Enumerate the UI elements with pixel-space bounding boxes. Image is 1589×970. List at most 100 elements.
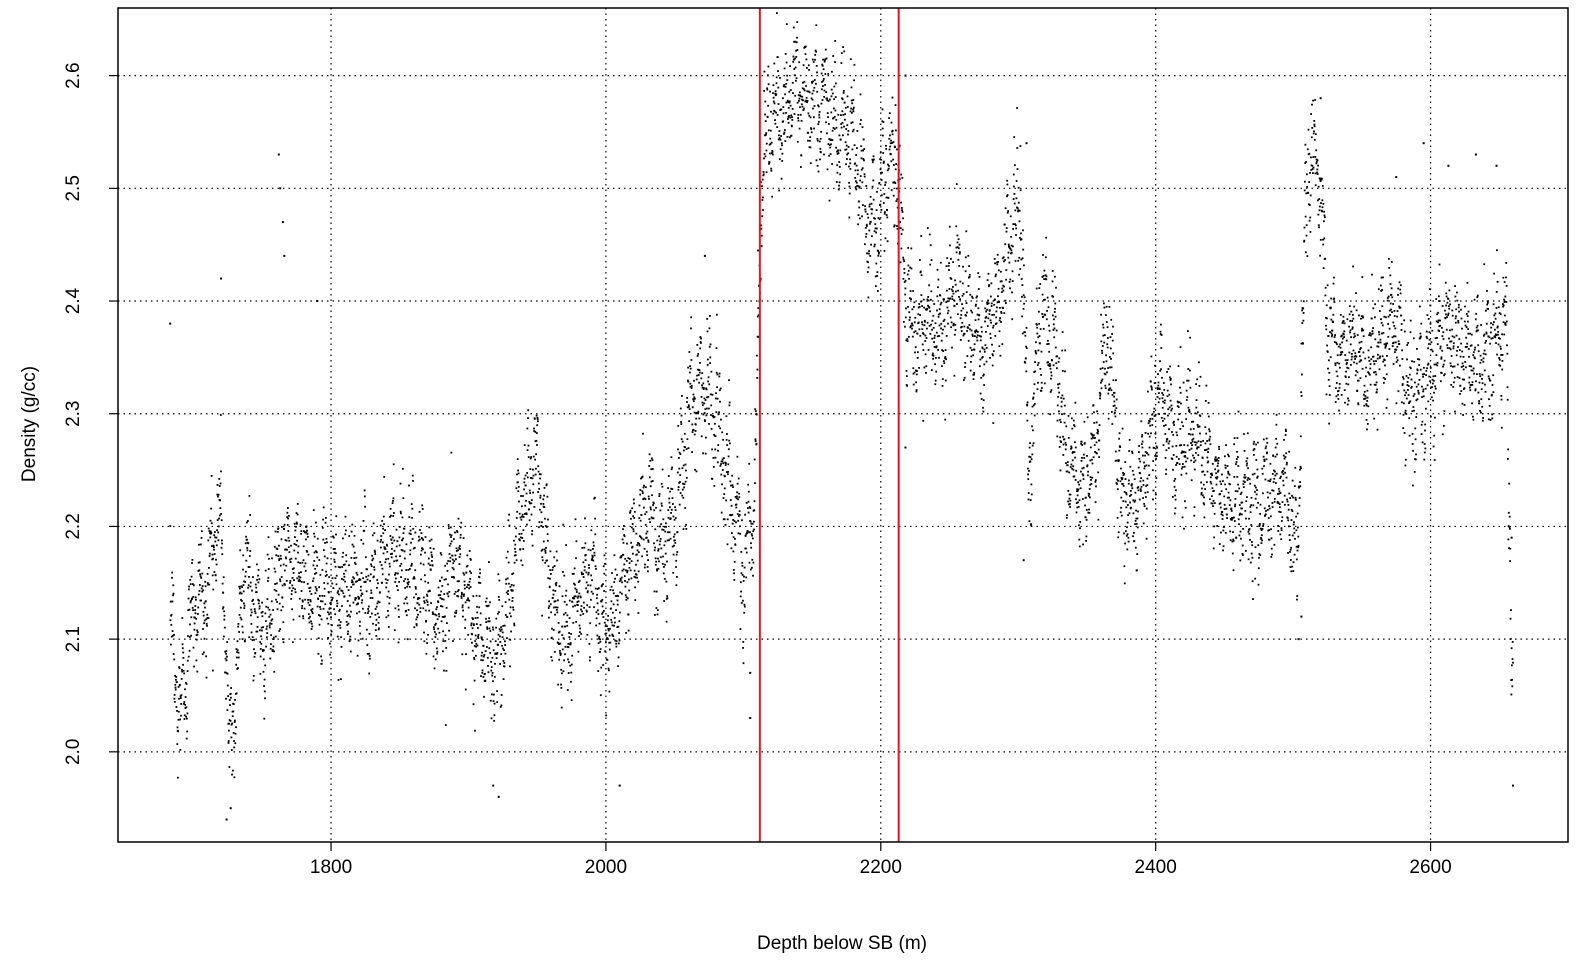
data-point xyxy=(975,296,978,299)
data-point xyxy=(298,578,301,581)
data-point xyxy=(1248,532,1251,535)
data-point xyxy=(1215,483,1218,486)
data-point xyxy=(399,555,401,558)
data-point xyxy=(475,642,478,645)
data-point xyxy=(172,594,174,597)
data-point xyxy=(333,608,335,611)
data-point xyxy=(472,618,474,620)
data-point xyxy=(1234,498,1237,500)
data-point xyxy=(1146,491,1149,494)
data-point xyxy=(871,235,873,238)
data-point xyxy=(1056,355,1058,358)
data-point xyxy=(787,107,790,109)
data-point xyxy=(1039,368,1042,370)
data-point xyxy=(1242,486,1245,488)
data-point xyxy=(838,161,841,163)
data-point xyxy=(1165,473,1167,475)
data-point xyxy=(779,77,781,79)
data-point xyxy=(1034,361,1036,363)
data-point xyxy=(1244,550,1247,552)
data-point xyxy=(735,503,738,506)
data-point xyxy=(695,470,698,473)
data-point xyxy=(228,729,230,732)
data-point xyxy=(455,609,458,612)
data-point xyxy=(682,528,685,530)
data-point xyxy=(446,592,449,595)
data-point xyxy=(617,665,619,667)
data-point xyxy=(380,539,382,541)
data-point xyxy=(1264,447,1267,450)
data-point xyxy=(979,350,981,353)
data-point xyxy=(1030,458,1033,461)
data-point xyxy=(919,334,922,337)
data-point xyxy=(232,769,234,772)
data-point xyxy=(453,615,456,618)
data-point xyxy=(592,559,595,562)
data-point xyxy=(601,599,604,601)
data-point xyxy=(377,600,380,603)
data-point xyxy=(172,634,174,637)
data-point xyxy=(974,331,977,334)
data-point xyxy=(1053,336,1056,339)
data-point xyxy=(177,686,180,688)
data-point xyxy=(1099,367,1102,370)
data-point xyxy=(670,468,673,471)
data-point xyxy=(550,636,553,639)
data-point xyxy=(1141,446,1144,449)
data-point xyxy=(351,579,353,582)
data-point xyxy=(699,336,702,338)
data-point xyxy=(354,580,357,583)
data-point xyxy=(1050,377,1052,380)
data-point xyxy=(1158,388,1161,390)
data-point xyxy=(706,330,709,333)
data-point xyxy=(618,632,620,634)
data-point xyxy=(1081,444,1084,446)
data-point xyxy=(651,480,654,482)
data-point xyxy=(685,528,688,530)
data-point xyxy=(888,148,891,151)
data-point xyxy=(1077,481,1080,484)
data-point xyxy=(593,551,596,554)
data-point xyxy=(982,406,984,409)
data-point xyxy=(1262,525,1265,527)
data-point xyxy=(1111,423,1114,425)
data-point xyxy=(880,194,883,197)
data-point xyxy=(343,563,346,566)
data-point xyxy=(933,337,936,339)
data-point xyxy=(1169,365,1171,368)
data-point xyxy=(556,611,559,614)
data-point xyxy=(930,323,932,326)
data-point xyxy=(865,223,868,226)
data-point xyxy=(1013,193,1016,195)
data-point xyxy=(650,468,653,471)
data-point xyxy=(779,148,782,150)
data-point xyxy=(716,397,719,400)
data-point xyxy=(432,613,435,615)
data-point xyxy=(1217,469,1220,472)
data-point xyxy=(1102,361,1105,363)
data-point xyxy=(1156,446,1159,449)
data-point xyxy=(1046,310,1048,312)
data-point xyxy=(250,614,252,617)
data-point xyxy=(581,610,583,613)
data-point xyxy=(402,467,404,470)
data-point xyxy=(1017,209,1020,212)
data-point xyxy=(1183,527,1185,530)
data-point xyxy=(509,585,512,588)
data-point xyxy=(1255,493,1258,496)
data-point xyxy=(780,108,783,111)
data-point xyxy=(1264,478,1267,481)
data-point xyxy=(674,509,677,511)
data-point xyxy=(273,670,276,673)
data-point xyxy=(614,577,616,580)
data-point xyxy=(319,608,322,611)
data-point xyxy=(544,517,546,520)
data-point xyxy=(418,538,421,541)
data-point xyxy=(275,598,277,601)
data-point xyxy=(577,604,579,606)
data-point xyxy=(848,165,850,168)
data-point xyxy=(404,598,407,600)
data-point xyxy=(461,653,464,656)
data-point xyxy=(607,667,610,670)
data-point xyxy=(693,411,696,414)
